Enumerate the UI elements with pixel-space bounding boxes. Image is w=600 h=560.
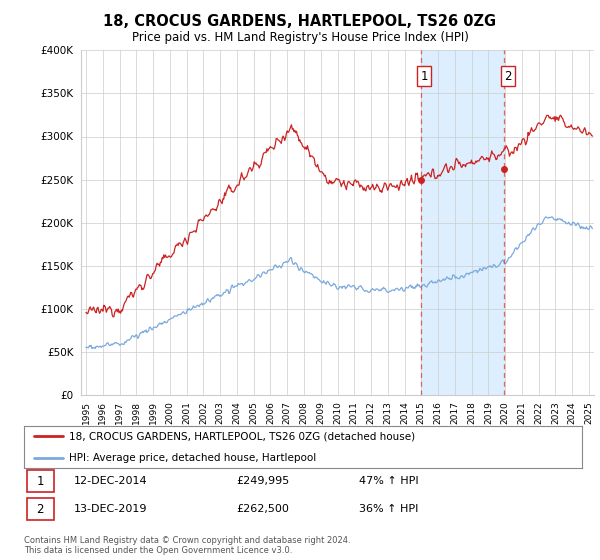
FancyBboxPatch shape (27, 498, 53, 520)
Text: £249,995: £249,995 (236, 476, 289, 486)
Text: 18, CROCUS GARDENS, HARTLEPOOL, TS26 0ZG: 18, CROCUS GARDENS, HARTLEPOOL, TS26 0ZG (103, 14, 497, 29)
Text: Contains HM Land Registry data © Crown copyright and database right 2024.
This d: Contains HM Land Registry data © Crown c… (24, 536, 350, 556)
Bar (421, 50, 505, 395)
Text: 47% ↑ HPI: 47% ↑ HPI (359, 476, 418, 486)
Text: 18, CROCUS GARDENS, HARTLEPOOL, TS26 0ZG (detached house): 18, CROCUS GARDENS, HARTLEPOOL, TS26 0ZG… (68, 431, 415, 441)
FancyBboxPatch shape (27, 470, 53, 492)
Text: 2: 2 (505, 70, 512, 83)
Text: 2: 2 (37, 502, 44, 516)
Text: 36% ↑ HPI: 36% ↑ HPI (359, 504, 418, 514)
Text: 1: 1 (37, 474, 44, 488)
Text: 12-DEC-2014: 12-DEC-2014 (74, 476, 148, 486)
Text: HPI: Average price, detached house, Hartlepool: HPI: Average price, detached house, Hart… (68, 454, 316, 463)
Text: Price paid vs. HM Land Registry's House Price Index (HPI): Price paid vs. HM Land Registry's House … (131, 31, 469, 44)
Text: 13-DEC-2019: 13-DEC-2019 (74, 504, 148, 514)
Text: 1: 1 (421, 70, 428, 83)
Text: £262,500: £262,500 (236, 504, 289, 514)
